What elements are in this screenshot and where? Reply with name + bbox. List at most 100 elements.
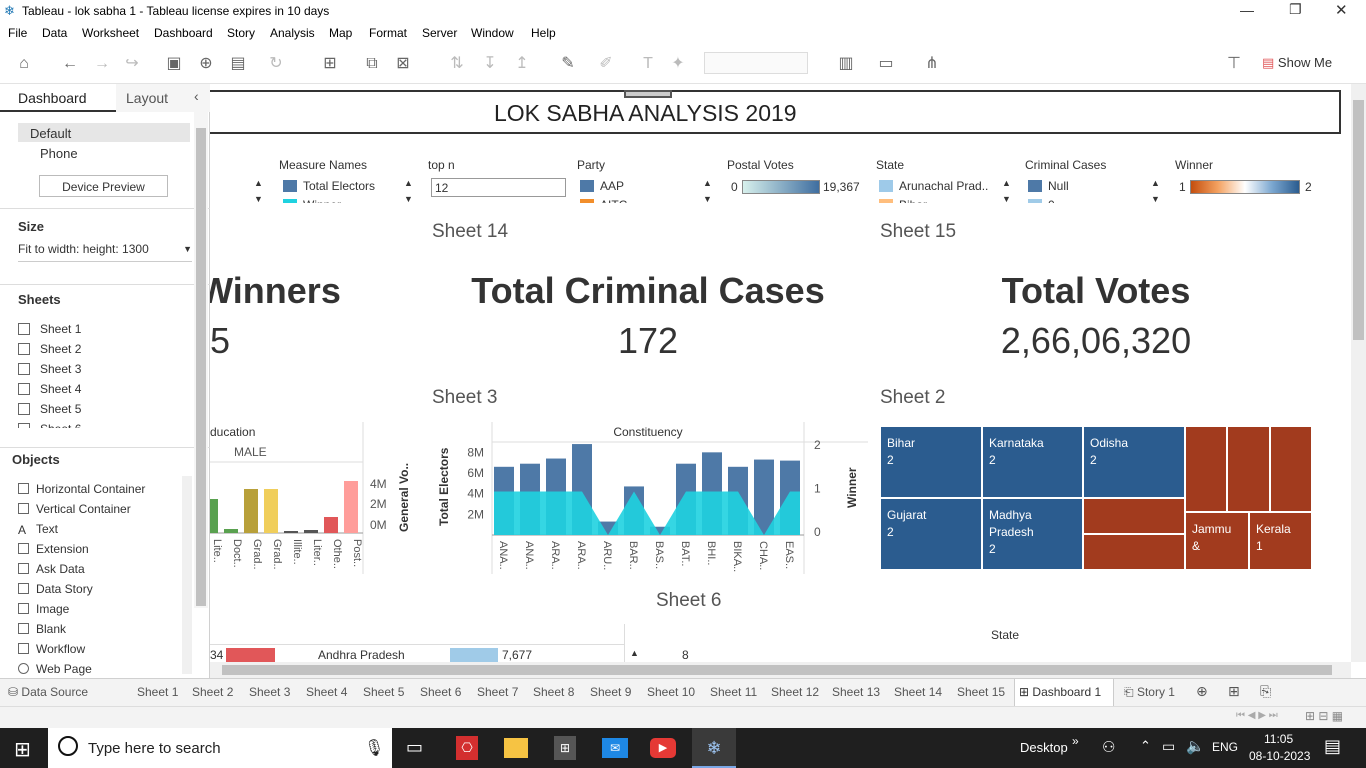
object-ask-data[interactable]: Ask Data (18, 562, 85, 576)
sheet-list-item[interactable]: Sheet 5 (18, 402, 81, 416)
menu-map[interactable]: Map (329, 26, 353, 40)
filter-item[interactable]: AAP (580, 179, 727, 193)
tab-dashboard-1[interactable]: ⊞ Dashboard 1 (1014, 679, 1114, 707)
close-button[interactable]: ✕ (1335, 2, 1348, 19)
canvas-vertical-thumb[interactable] (1353, 100, 1364, 340)
size-select[interactable]: Fit to width: height: 1300 ▼ (18, 242, 192, 262)
scroll-up-icon[interactable]: ▲ (254, 178, 263, 188)
education-bar[interactable] (304, 530, 318, 533)
tab-sheet[interactable]: Sheet 15 (957, 685, 1006, 699)
forward-icon[interactable]: → (94, 55, 110, 72)
presentation-icon[interactable]: ▭ (878, 55, 894, 72)
object-web-page[interactable]: Web Page (18, 662, 92, 676)
youtube-icon[interactable]: ▶ (650, 738, 676, 758)
format-painter-icon[interactable]: ⊤ (1227, 55, 1241, 72)
fit-select[interactable] (704, 52, 808, 74)
sort-asc-icon[interactable]: ↧ (483, 55, 497, 72)
windows-start-icon[interactable]: ⊞ (14, 739, 31, 761)
education-bar[interactable] (224, 529, 238, 533)
tab-layout[interactable]: Layout (116, 84, 210, 112)
tab-story-1[interactable]: ⎗ Story 1 (1124, 685, 1175, 700)
treemap-tile[interactable]: Odisha 2 (1083, 426, 1185, 498)
clear-sheet-icon[interactable]: ⊠ (396, 55, 410, 72)
device-phone[interactable]: Phone (40, 146, 78, 161)
treemap-tile[interactable]: Madhya Pradesh 2 (982, 498, 1083, 570)
treemap-tile[interactable] (1227, 426, 1270, 512)
treemap-tile[interactable] (1083, 498, 1185, 534)
winner-area[interactable] (494, 491, 800, 536)
constituency-bar[interactable] (754, 459, 774, 535)
people-icon[interactable]: ⚇ (1102, 739, 1116, 756)
education-bar[interactable] (344, 481, 358, 533)
object-image[interactable]: Image (18, 602, 69, 616)
device-default[interactable]: Default (18, 123, 190, 142)
highlight-icon[interactable]: ✎ (561, 55, 575, 72)
tab-sheet[interactable]: Sheet 9 (590, 685, 632, 699)
collapse-panel-icon[interactable]: ‹ (194, 88, 199, 104)
treemap-tile[interactable]: Bihar 2 (880, 426, 982, 498)
treemap-tile[interactable] (1083, 534, 1185, 570)
tab-dashboard[interactable]: Dashboard (0, 84, 116, 112)
scroll-down-icon[interactable]: ▼ (404, 194, 413, 204)
save-icon[interactable]: ▣ (166, 55, 182, 72)
tab-sheet[interactable]: Sheet 10 (647, 685, 696, 699)
filter-item[interactable]: Null (1028, 179, 1175, 193)
education-bar[interactable] (210, 499, 218, 533)
microphone-icon[interactable]: 🎙 (364, 740, 385, 757)
menu-worksheet[interactable]: Worksheet (82, 26, 140, 40)
scroll-down-icon[interactable]: ▼ (703, 194, 712, 204)
menu-help[interactable]: Help (531, 26, 556, 40)
education-bar[interactable] (264, 489, 278, 533)
minimize-button[interactable]: — (1240, 2, 1254, 18)
scroll-up-icon[interactable]: ▲ (703, 178, 712, 188)
tab-sheet[interactable]: Sheet 11 (710, 685, 758, 699)
clock-date[interactable]: 08-10-2023 (1249, 749, 1311, 763)
menu-format[interactable]: Format (369, 26, 408, 40)
sheet6-blue-bar[interactable] (450, 648, 498, 662)
tab-sheet[interactable]: Sheet 2 (192, 685, 234, 699)
treemap-tile[interactable]: Kerala 1 (1249, 512, 1312, 570)
scroll-up-icon[interactable]: ▲ (1151, 178, 1160, 188)
tab-sheet[interactable]: Sheet 6 (420, 685, 462, 699)
pin-icon[interactable]: ✦ (671, 55, 685, 72)
device-preview-button[interactable]: Device Preview (39, 175, 168, 197)
store-icon[interactable]: ⊞ (554, 736, 576, 760)
sheet-list-item[interactable]: Sheet 4 (18, 382, 81, 396)
new-story-tab-icon[interactable]: ⎘ (1260, 683, 1272, 699)
show-cards-icon[interactable]: ▥ (838, 55, 854, 72)
text-label-icon[interactable]: T (643, 55, 653, 72)
refresh-icon[interactable]: ↻ (269, 55, 283, 72)
redo-icon[interactable]: ↪ (125, 55, 139, 72)
treemap-tile[interactable] (1270, 426, 1312, 512)
canvas-horizontal-thumb[interactable] (222, 665, 1332, 675)
filter-item[interactable]: Bihar (879, 198, 1026, 203)
mail-icon[interactable]: ✉ (602, 738, 628, 758)
volume-icon[interactable]: 🔈 (1186, 738, 1205, 755)
panel-scroll-thumb[interactable] (196, 128, 206, 606)
menu-story[interactable]: Story (227, 26, 256, 40)
object-data-story[interactable]: Data Story (18, 582, 93, 596)
object-workflow[interactable]: Workflow (18, 642, 85, 656)
sheet6-red-bar[interactable] (226, 648, 275, 662)
tab-sheet[interactable]: Sheet 4 (306, 685, 348, 699)
tab-sheet[interactable]: Sheet 13 (832, 685, 881, 699)
object-text[interactable]: A Text (18, 522, 58, 537)
taskbar-search-box[interactable]: Type here to search 🎙 (48, 728, 392, 768)
sheet-nav-icon[interactable]: ⏮ ◀ ▶ ⏭ (1236, 710, 1278, 721)
tab-sheet[interactable]: Sheet 8 (533, 685, 575, 699)
sheet-list-item[interactable]: Sheet 2 (18, 342, 81, 356)
object-extension[interactable]: Extension (18, 542, 89, 556)
postal-votes-color-ramp[interactable] (742, 180, 820, 194)
scroll-up-icon[interactable]: ▲ (1002, 178, 1011, 188)
education-bar[interactable] (284, 531, 298, 533)
treemap-tile[interactable]: Karnataka 2 (982, 426, 1083, 498)
sheet-list-item[interactable]: Sheet 1 (18, 322, 81, 336)
new-dashboard-tab-icon[interactable]: ⊞ (1228, 683, 1240, 699)
share-icon[interactable]: ⋔ (925, 55, 939, 72)
language-indicator[interactable]: ENG (1212, 740, 1239, 754)
scroll-down-icon[interactable]: ▼ (1002, 194, 1011, 204)
object-horizontal-container[interactable]: Horizontal Container (18, 482, 145, 496)
swap-icon[interactable]: ⇅ (450, 55, 464, 72)
file-explorer-icon[interactable] (504, 738, 528, 758)
show-me-button[interactable]: ▤ Show Me (1262, 55, 1332, 71)
